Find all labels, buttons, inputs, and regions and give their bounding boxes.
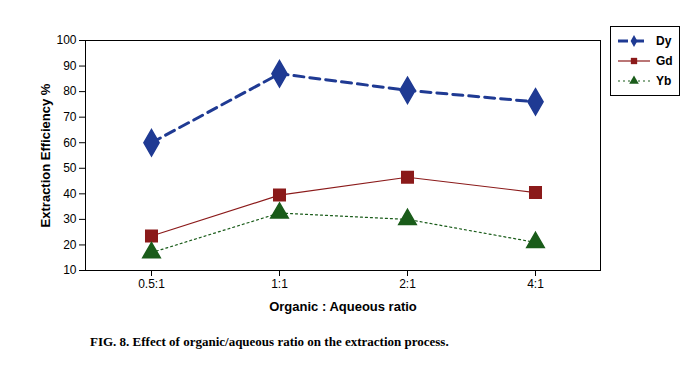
- html-text:FIG. 8. Effect of organic/aque: FIG. 8. Effect of organic/aqueous ratio …: [90, 334, 449, 349]
- svg-text:Organic : Aqueous ratio: Organic : Aqueous ratio: [269, 299, 417, 314]
- svg-text:100: 100: [56, 33, 76, 47]
- svg-text:1:1: 1:1: [271, 277, 288, 291]
- svg-text:Extraction Efficiency %: Extraction Efficiency %: [38, 83, 53, 227]
- svg-text:70: 70: [63, 110, 77, 124]
- svg-text:2:1: 2:1: [399, 277, 416, 291]
- svg-text:10: 10: [63, 263, 77, 277]
- svg-text:60: 60: [63, 136, 77, 150]
- svg-text:90: 90: [63, 59, 77, 73]
- svg-text:20: 20: [63, 238, 77, 252]
- svg-text:0.5:1: 0.5:1: [138, 277, 165, 291]
- html-text:Dy: Dy: [656, 34, 672, 48]
- svg-text:4:1: 4:1: [527, 277, 544, 291]
- html-text:Yb: Yb: [656, 74, 672, 88]
- svg-text:50: 50: [63, 161, 77, 175]
- svg-text:80: 80: [63, 84, 77, 98]
- svg-text:30: 30: [63, 212, 77, 226]
- svg-text:40: 40: [63, 187, 77, 201]
- html-text:Gd: Gd: [656, 54, 673, 68]
